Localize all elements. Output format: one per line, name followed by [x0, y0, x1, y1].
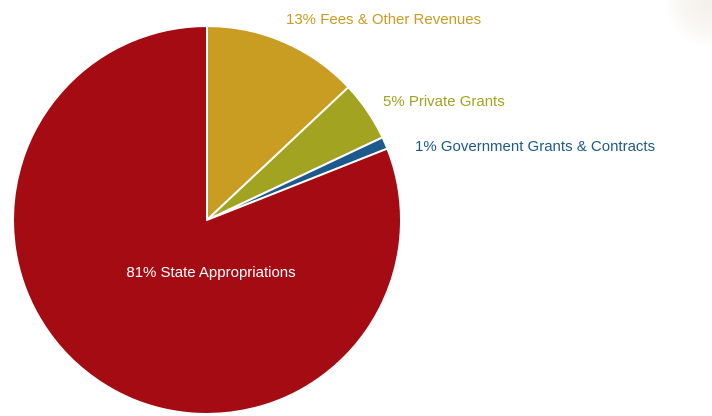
slice-label-fees: 13% Fees & Other Revenues: [286, 11, 481, 28]
corner-decoration: [666, 0, 712, 46]
slice-label-private-grants: 5% Private Grants: [383, 93, 505, 110]
slice-label-government-grants: 1% Government Grants & Contracts: [415, 138, 655, 155]
pie-labels: 13% Fees & Other Revenues 5% Private Gra…: [126, 11, 655, 281]
pie-slices: [12, 25, 402, 415]
pie-slice-state-appropriations: [12, 25, 402, 415]
slice-label-state-appropriations: 81% State Appropriations: [126, 264, 295, 281]
pie-slice-fees: [206, 25, 350, 221]
